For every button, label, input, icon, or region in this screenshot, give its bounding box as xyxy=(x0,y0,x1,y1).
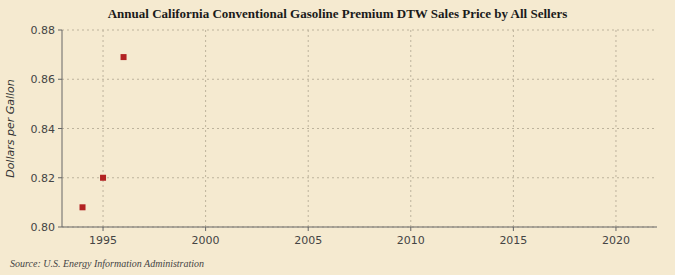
grid xyxy=(62,30,657,227)
tick-label: 2005 xyxy=(294,234,322,247)
tick xyxy=(58,177,62,178)
tick-label: 0.86 xyxy=(31,73,56,86)
tick xyxy=(58,30,62,31)
grid-line xyxy=(62,128,657,129)
tick xyxy=(308,227,309,231)
tick xyxy=(58,79,62,80)
tick-label: 0.84 xyxy=(31,123,56,136)
y-axis-label: Dollars per Gallon xyxy=(4,79,17,178)
tick xyxy=(58,128,62,129)
tick-label: 0.82 xyxy=(31,172,56,185)
annotation: Source: U.S. Energy Information Administ… xyxy=(10,258,204,269)
tick xyxy=(205,227,206,231)
background xyxy=(0,0,675,275)
tick-label: 2020 xyxy=(602,234,630,247)
grid-line xyxy=(62,227,657,228)
tick xyxy=(58,227,62,228)
title: Annual California Conventional Gasoline … xyxy=(108,6,568,21)
point xyxy=(121,54,127,60)
chart: Annual California Conventional Gasoline … xyxy=(0,0,675,275)
y-axis-line xyxy=(62,30,63,227)
tick xyxy=(103,227,104,231)
grid-line xyxy=(615,30,616,227)
tick-label: 0.80 xyxy=(31,221,56,234)
grid-line xyxy=(513,30,514,227)
tick-label: 1995 xyxy=(89,234,117,247)
point xyxy=(80,204,86,210)
tick xyxy=(513,227,514,231)
grid-line xyxy=(205,30,206,227)
x-axis-line xyxy=(62,227,657,228)
tick-label: 2010 xyxy=(397,234,425,247)
points xyxy=(80,54,127,210)
grid-line xyxy=(62,79,657,80)
grid-line xyxy=(308,30,309,227)
grid-line xyxy=(62,30,657,31)
grid-line xyxy=(62,177,657,178)
grid-line xyxy=(103,30,104,227)
point xyxy=(100,175,106,181)
axes: 0.80 0.82 0.84 0.86 0.88 1995 2000 2005 2010 2015… xyxy=(31,24,658,247)
tick-label: 0.88 xyxy=(31,24,56,37)
tick xyxy=(410,227,411,231)
tick-label: 2015 xyxy=(499,234,527,247)
tick-label: 2000 xyxy=(192,234,220,247)
grid-line xyxy=(410,30,411,227)
tick xyxy=(615,227,616,231)
